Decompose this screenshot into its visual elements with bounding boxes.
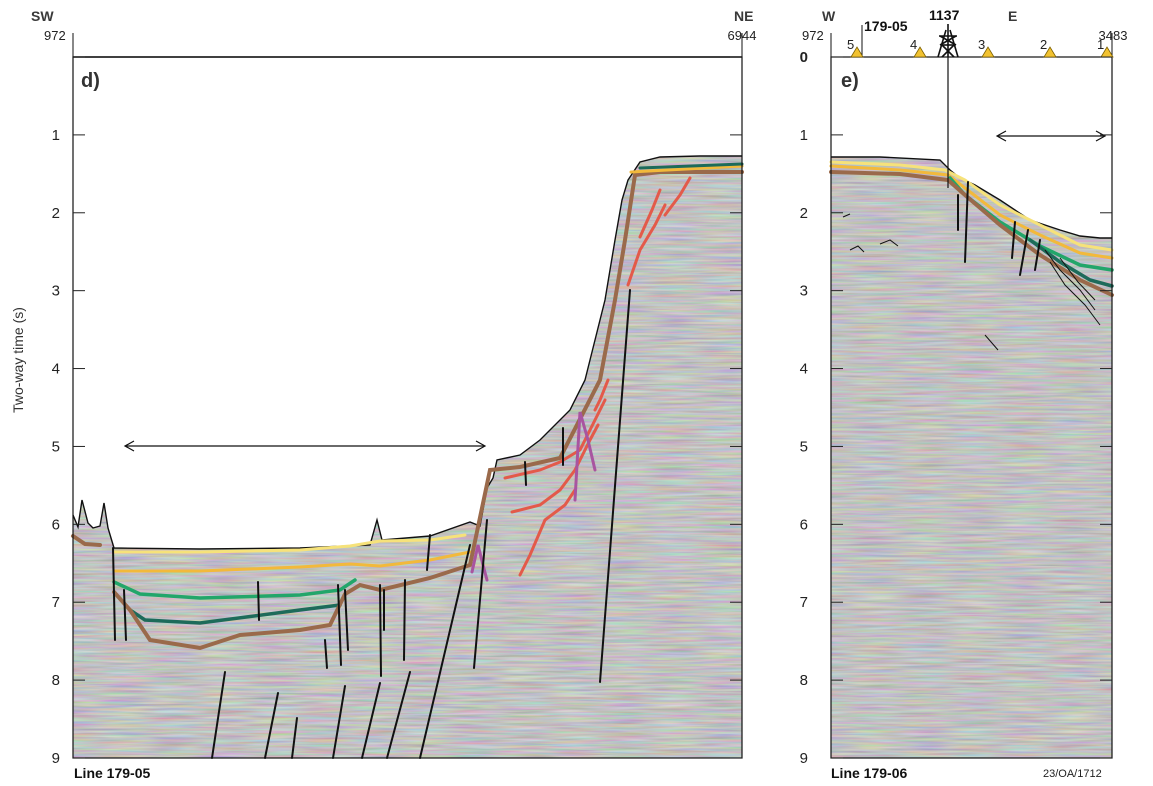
figure-reference: 23/OA/1712 [1043,768,1102,780]
panel-d: 1 2 3 4 5 6 7 8 9 SW NE 972 6944 d) Line 179-05 [31,8,756,781]
y-tick-label-d-2: 2 [52,205,60,222]
shotpoint-label-3: 3 [978,37,985,52]
y-tick-label-e-8: 8 [800,672,808,689]
y-tick-label-e-9: 9 [800,750,808,767]
shotpoint-label-4: 4 [910,37,917,52]
interpretation-red-d [470,176,692,582]
cdp-left-d: 972 [44,28,66,43]
y-tick-label-d-1: 1 [52,127,60,144]
horizon-yellow-top-d [629,164,744,174]
direction-ne-label: NE [734,8,753,24]
seabed-line-e [831,156,1112,239]
extent-arrow-e [995,130,1107,142]
horizon-brown-d [71,170,744,651]
cdp-right-e: 3483 [1099,28,1128,43]
horizons-d [71,162,744,651]
y-tick-label-e-4: 4 [800,361,808,378]
y-tick-label-e-6: 6 [800,516,808,533]
y-tick-label-d-3: 3 [52,283,60,300]
shotpoint-markers: 5 4 3 2 1 [847,37,1114,58]
direction-sw-label: SW [31,8,54,24]
line-name-e: Line 179-06 [831,765,907,781]
direction-w-label: W [822,8,836,24]
y-tick-label-e-1: 1 [800,127,808,144]
shotpoint-triangle-2 [1043,46,1057,58]
y-tick-label-e-5: 5 [800,438,808,455]
panel-e: 5 4 3 2 1 0 1 2 3 4 5 6 7 8 9 W E 972 3483 179-05 113… [800,7,1128,781]
well-derrick-icon [937,24,959,58]
y-tick-label-e-2: 2 [800,205,808,222]
y-tick-label-e-3: 3 [800,283,808,300]
direction-e-label: E [1008,8,1017,24]
purple-marker-2-d [573,411,597,502]
shotpoint-label-5: 5 [847,37,854,52]
cdp-right-d: 6944 [728,28,757,43]
cdp-left-e: 972 [802,28,824,43]
shotpoint-triangle-5 [850,46,864,58]
y-tick-label-e-7: 7 [800,594,808,611]
crossing-line-label: 179-05 [864,18,908,34]
y-axis-ticks-e: 0 1 2 3 4 5 6 7 8 9 [800,49,1112,767]
line-name-d: Line 179-05 [74,765,150,781]
shotpoint-label-2: 2 [1040,37,1047,52]
y-tick-label-e-0: 0 [800,49,808,66]
horizon-yellow-d [112,550,472,573]
horizon-green-top-d [638,162,744,170]
y-axis-ticks-d: 1 2 3 4 5 6 7 8 9 [52,56,742,767]
y-axis-title: Two-way time (s) [10,307,26,413]
purple-marker-1-d [470,544,489,582]
shotpoint-triangle-3 [981,46,995,58]
seismic-section-d [73,156,742,758]
y-tick-label-d-4: 4 [52,361,60,378]
y-tick-label-d-6: 6 [52,516,60,533]
frame-e [830,56,1113,759]
shotpoint-label-1: 1 [1097,37,1104,52]
y-tick-label-d-9: 9 [52,750,60,767]
faults-d [112,289,631,759]
y-tick-label-d-5: 5 [52,438,60,455]
well-label: 1137 [929,7,960,23]
fine-faults-e [842,213,1101,351]
panel-label-e: e) [841,70,859,92]
faults-e [957,181,1041,276]
horizon-green-light-d [112,578,357,600]
y-tick-label-d-7: 7 [52,594,60,611]
panel-label-d: d) [81,70,100,92]
horizon-green-dark-d [128,603,342,625]
y-tick-label-d-8: 8 [52,672,60,689]
shotpoint-triangle-4 [913,46,927,58]
extent-arrow-d [123,440,487,452]
